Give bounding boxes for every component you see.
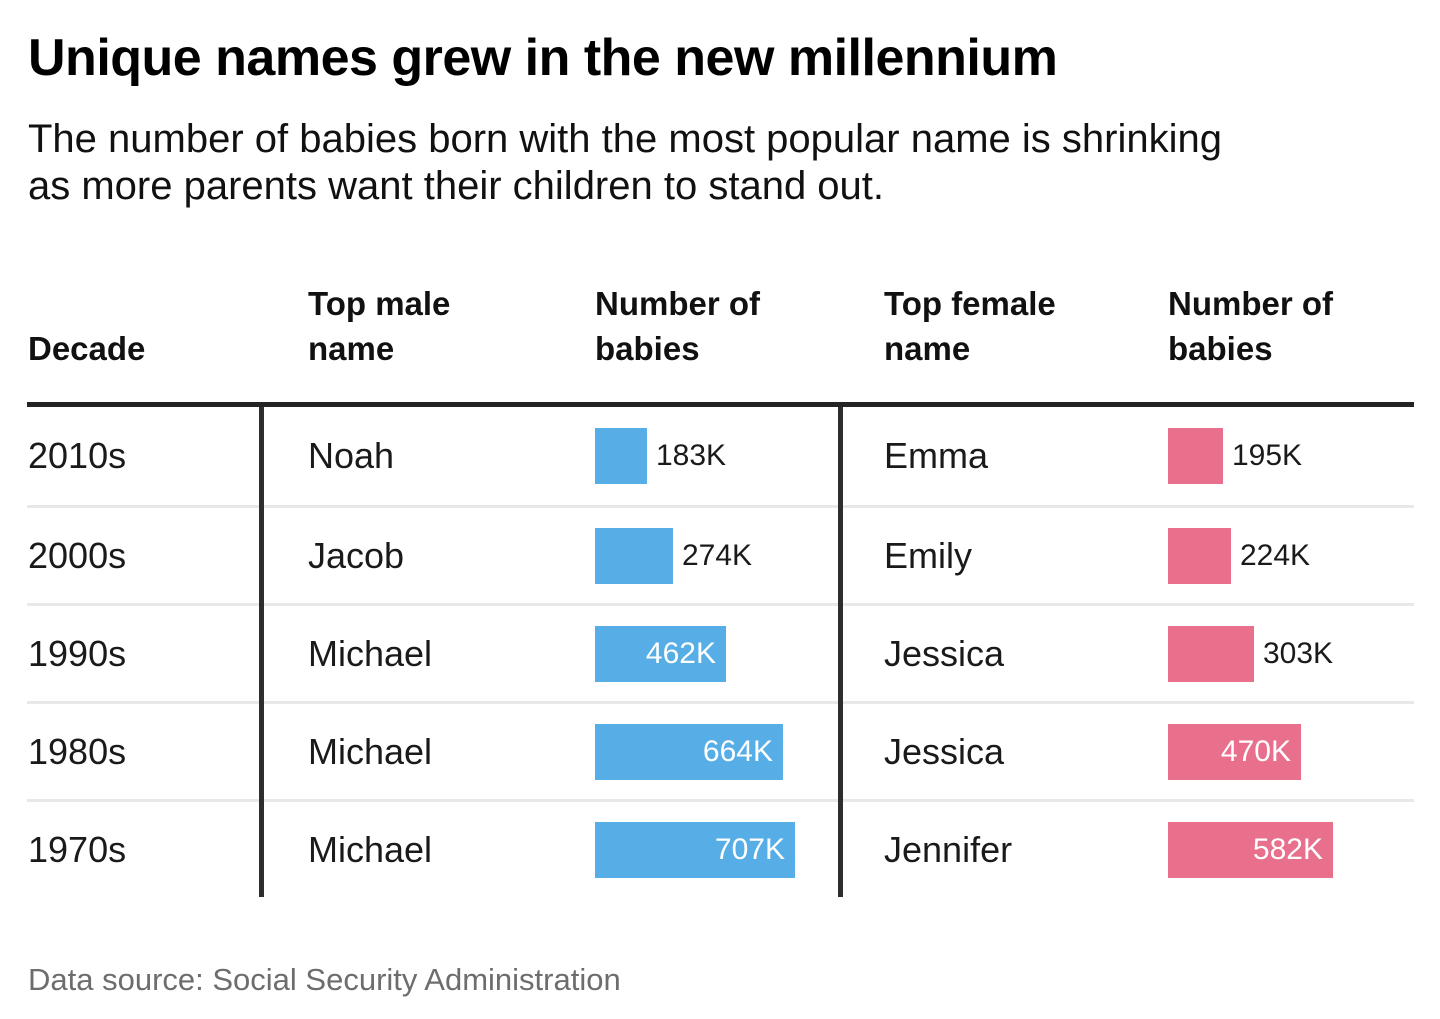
column-header-top-female-name: Top female name	[884, 285, 1056, 368]
male-bar-cell: 274K	[595, 508, 838, 603]
male-bar-cell: 183K	[595, 407, 838, 505]
female-name-cell: Emily	[884, 534, 972, 576]
female-bar	[1168, 625, 1254, 682]
column-header-decade: Decade	[28, 330, 146, 368]
female-bar	[1168, 527, 1231, 584]
female-bar-cell: 224K	[1168, 508, 1414, 603]
male-name-cell: Jacob	[308, 534, 405, 576]
male-bar: 664K	[595, 723, 783, 780]
table-body: 2010s Noah 183K Emma 195K 2000s Jacob 27…	[27, 407, 1414, 897]
female-bar-value-label: 303K	[1263, 636, 1334, 670]
female-name-cell: Jennifer	[884, 828, 1013, 870]
decade-cell: 1980s	[28, 730, 127, 772]
female-bar-cell: 303K	[1168, 606, 1414, 701]
header-rule	[27, 402, 1414, 407]
male-bar: 707K	[595, 821, 795, 878]
female-bar-value-label: 582K	[1252, 832, 1323, 866]
female-bar: 470K	[1168, 723, 1301, 780]
male-bar	[595, 428, 647, 484]
male-bar-value-label: 664K	[702, 734, 773, 768]
table-row: 2010s Noah 183K Emma 195K	[27, 407, 1414, 505]
decade-cell: 2000s	[28, 534, 127, 576]
column-divider-left	[259, 407, 264, 897]
male-bar-cell: 462K	[595, 606, 838, 701]
female-name-cell: Emma	[884, 435, 989, 476]
male-bar-value-label: 183K	[656, 439, 727, 472]
male-bar-value-label: 707K	[714, 832, 785, 866]
column-header-number-of-babies-male: Number of babies	[595, 285, 760, 368]
column-divider-middle	[838, 407, 843, 897]
table-row: 2000s Jacob 274K Emily 224K	[27, 505, 1414, 603]
column-header-top-male-name: Top male name	[308, 285, 451, 368]
female-bar-value-label: 224K	[1240, 538, 1311, 572]
female-bar-value-label: 195K	[1232, 439, 1303, 472]
decade-cell: 1990s	[28, 632, 127, 674]
male-name-cell: Michael	[308, 730, 433, 772]
table-row: 1990s Michael 462K Jessica 303K	[27, 603, 1414, 701]
male-name-cell: Noah	[308, 435, 395, 476]
decade-cell: 1970s	[28, 828, 127, 870]
male-bar: 462K	[595, 625, 726, 682]
male-bar-value-label: 274K	[682, 538, 753, 572]
names-table: 2010s Noah 183K Emma 195K 2000s Jacob 27…	[27, 402, 1414, 897]
data-source-note: Data source: Social Security Administrat…	[28, 962, 621, 997]
female-bar	[1168, 428, 1223, 484]
male-bar-cell: 664K	[595, 704, 838, 799]
male-name-cell: Michael	[308, 632, 433, 674]
male-bar-cell: 707K	[595, 802, 838, 897]
male-name-cell: Michael	[308, 828, 433, 870]
male-bar	[595, 527, 673, 584]
table-header-row: Decade Top male name Number of babies To…	[27, 240, 1414, 402]
chart-title: Unique names grew in the new millennium	[28, 29, 1058, 87]
female-name-cell: Jessica	[884, 632, 1005, 674]
female-bar-cell: 582K	[1168, 802, 1414, 897]
table-row: 1970s Michael 707K Jennifer 582K	[27, 799, 1414, 897]
chart-subtitle: The number of babies born with the most …	[28, 117, 1222, 209]
female-bar-value-label: 470K	[1220, 734, 1291, 768]
column-header-number-of-babies-female: Number of babies	[1168, 285, 1333, 368]
table-row: 1980s Michael 664K Jessica 470K	[27, 701, 1414, 799]
female-bar-cell: 195K	[1168, 407, 1414, 505]
decade-cell: 2010s	[28, 435, 127, 476]
female-bar: 582K	[1168, 821, 1333, 878]
female-name-cell: Jessica	[884, 730, 1005, 772]
female-bar-cell: 470K	[1168, 704, 1414, 799]
male-bar-value-label: 462K	[645, 636, 716, 670]
